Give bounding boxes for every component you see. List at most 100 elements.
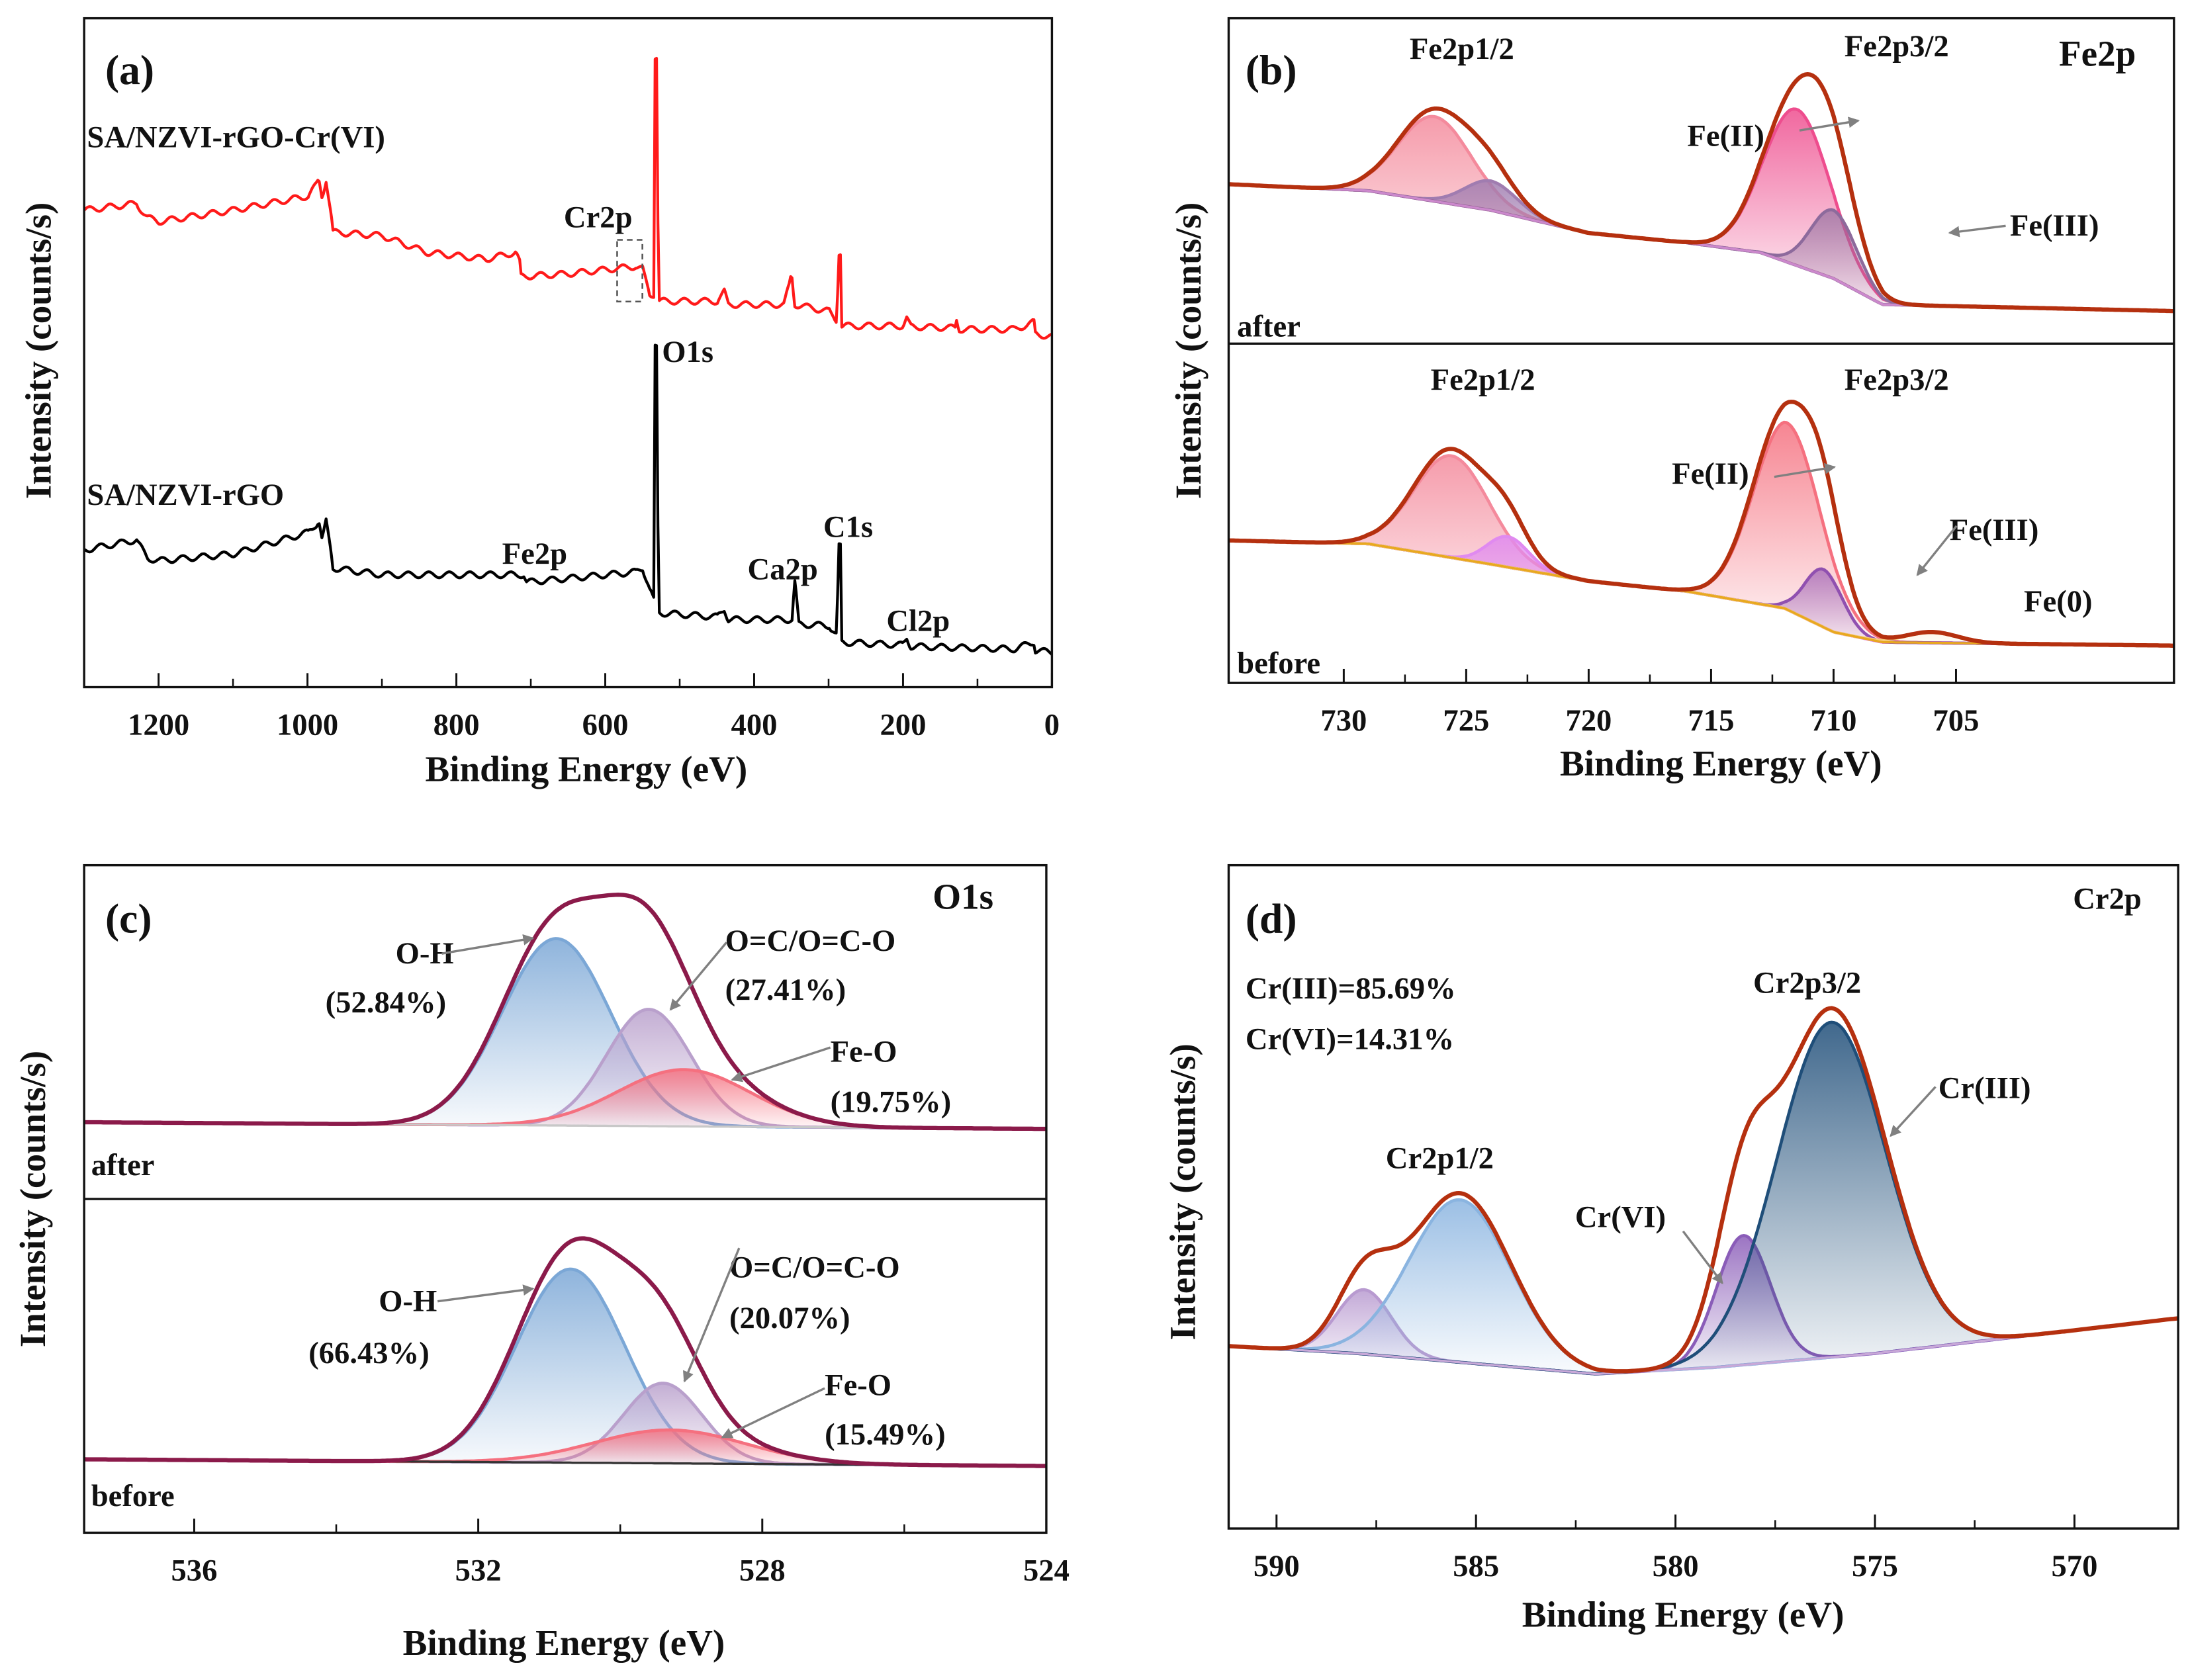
cr3-ratio: Cr(III)=85.69% bbox=[1246, 971, 1456, 1006]
before-oc-label: O=C/O=C-O bbox=[729, 1251, 900, 1285]
panel-c-label: (c) bbox=[105, 895, 152, 942]
cr6-ratio: Cr(VI)=14.31% bbox=[1246, 1022, 1454, 1056]
arrow-before-feo bbox=[721, 1387, 825, 1438]
before-feo-percent: (15.49%) bbox=[825, 1417, 946, 1452]
x-tick-label: 705 bbox=[1933, 703, 1980, 738]
panel-c-y-label: Intensity (counts/s) bbox=[13, 1051, 53, 1347]
x-tick-label: 585 bbox=[1453, 1549, 1499, 1583]
after-oc-label: O=C/O=C-O bbox=[725, 924, 896, 958]
panel-b-plot bbox=[1228, 72, 2174, 648]
cr2p32-label: Cr2p3/2 bbox=[1753, 965, 1861, 1000]
panel-a-label: (a) bbox=[105, 46, 154, 93]
x-tick-label: 528 bbox=[739, 1553, 786, 1587]
series-label-pristine: SA/NZVI-rGO bbox=[87, 478, 284, 512]
x-tick-label: 1000 bbox=[277, 708, 338, 742]
before-oh-label: O-H bbox=[379, 1284, 437, 1319]
panel-b-frame bbox=[1227, 17, 2175, 684]
after-oh-percent: (52.84%) bbox=[326, 985, 447, 1020]
component-fill-cr-iii-2p1-2 bbox=[1228, 1200, 2179, 1374]
x-tick-label: 580 bbox=[1653, 1549, 1699, 1583]
after-fe2p32-label: Fe2p3/2 bbox=[1845, 29, 1949, 64]
arrow-cr3 bbox=[1890, 1086, 1937, 1137]
before-oh-percent: (66.43%) bbox=[308, 1336, 430, 1370]
x-tick-label: 715 bbox=[1688, 703, 1734, 738]
x-tick-label: 710 bbox=[1810, 703, 1856, 738]
panel-a-frame bbox=[83, 17, 1054, 689]
after-fe2p12-label: Fe2p1/2 bbox=[1410, 32, 1514, 66]
x-tick-label: 400 bbox=[731, 708, 778, 742]
before-fe3-label: Fe(III) bbox=[1950, 513, 2039, 547]
cr3-label: Cr(III) bbox=[1938, 1071, 2031, 1105]
arrow-after-oh bbox=[441, 934, 535, 955]
x-tick-label: 524 bbox=[1023, 1553, 1070, 1587]
panel-a: 1200 1000 800 600 400 200 0 (a) SA/NZVI-rGO-Cr… bbox=[18, 17, 1060, 789]
panel-d-x-ticks: 590 585 580 575 570 bbox=[1254, 1514, 2097, 1583]
peak-label-o1s: O1s bbox=[662, 335, 713, 369]
arrow-after-fe2 bbox=[1799, 116, 1860, 132]
envelope-line-after bbox=[84, 892, 1046, 1131]
panel-b-label: (b) bbox=[1246, 46, 1297, 93]
panel-d-x-label: Binding Energy (eV) bbox=[1522, 1594, 1845, 1634]
arrow-before-fe2 bbox=[1774, 463, 1837, 478]
x-tick-label: 600 bbox=[582, 708, 629, 742]
panel-d-label: (d) bbox=[1246, 895, 1297, 942]
cr2p12-label: Cr2p1/2 bbox=[1386, 1141, 1494, 1175]
panel-b-y-label: Intensity (counts/s) bbox=[1168, 202, 1208, 499]
after-label: after bbox=[91, 1148, 155, 1182]
x-tick-label: 725 bbox=[1443, 703, 1489, 738]
after-oc-percent: (27.41%) bbox=[725, 973, 846, 1007]
after-fe3-label: Fe(III) bbox=[2010, 208, 2099, 243]
x-tick-label: 590 bbox=[1254, 1549, 1300, 1583]
x-tick-label: 536 bbox=[171, 1553, 217, 1587]
panel-d-title: Cr2p bbox=[2073, 881, 2142, 916]
panel-a-y-label: Intensity (counts/s) bbox=[18, 202, 58, 499]
panel-c-plot bbox=[83, 892, 1046, 1468]
panel-d-frame bbox=[1227, 863, 2179, 1530]
peak-label-fe2p: Fe2p bbox=[502, 537, 567, 571]
component-line-fe-iii-2p3-2 bbox=[1228, 183, 2174, 313]
series-line-sa-nzvi-rgo-crvi bbox=[83, 56, 1053, 340]
panel-c: 536 532 528 524 (c) O1s O-H (52.84%) O=C/O=… bbox=[13, 863, 1070, 1663]
x-tick-label: 720 bbox=[1565, 703, 1612, 738]
before-label: before bbox=[1237, 646, 1320, 680]
arrow-before-oh bbox=[437, 1284, 535, 1303]
envelope-line bbox=[1228, 1006, 2179, 1374]
component-fill-fe-o bbox=[84, 1069, 1046, 1129]
arrow-before-oc bbox=[682, 1247, 741, 1383]
envelope-line-before bbox=[83, 1236, 1046, 1468]
arrow-after-fe3 bbox=[1948, 224, 2006, 238]
panel-a-x-label: Binding Energy (eV) bbox=[425, 748, 747, 789]
component-fill-o-h bbox=[84, 1268, 1046, 1466]
x-tick-label: 575 bbox=[1852, 1549, 1898, 1583]
component-fill-o-h bbox=[84, 938, 1046, 1129]
before-oc-percent: (20.07%) bbox=[729, 1301, 850, 1335]
component-fill-fe-iii-2p3-2 bbox=[1228, 184, 2174, 312]
component-fill-fe-ii-2p1-2 bbox=[1228, 455, 2174, 646]
after-feo-label: Fe-O bbox=[831, 1034, 897, 1069]
x-tick-label: 730 bbox=[1320, 703, 1367, 738]
before-feo-label: Fe-O bbox=[825, 1368, 891, 1403]
x-tick-label: 200 bbox=[880, 708, 926, 742]
before-label: before bbox=[91, 1479, 175, 1513]
x-tick-label: 570 bbox=[2051, 1549, 2097, 1583]
panel-a-plot bbox=[83, 56, 1053, 656]
before-fe0-label: Fe(0) bbox=[2024, 584, 2093, 619]
peak-label-c1s: C1s bbox=[823, 510, 873, 545]
before-fe2-label: Fe(II) bbox=[1672, 457, 1749, 491]
envelope-line-after bbox=[1228, 72, 2174, 314]
panel-b-title: Fe2p bbox=[2059, 34, 2136, 74]
panel-c-title: O1s bbox=[933, 876, 993, 916]
panel-b: 730 725 720 715 710 705 (b) Fe2p1/2 Fe2p3/2 F… bbox=[1168, 17, 2175, 783]
cr6-label: Cr(VI) bbox=[1575, 1200, 1666, 1234]
before-fe2p12-label: Fe2p1/2 bbox=[1431, 363, 1535, 397]
x-tick-label: 0 bbox=[1044, 708, 1060, 742]
series-line-sa-nzvi-rgo bbox=[83, 343, 1053, 656]
component-fill-fe-o bbox=[84, 1430, 1046, 1466]
component-fill-fe-ii-2p1-2 bbox=[1228, 116, 2174, 312]
after-feo-percent: (19.75%) bbox=[831, 1085, 952, 1120]
peak-label-ca2p: Ca2p bbox=[748, 552, 818, 586]
before-fe2p32-label: Fe2p3/2 bbox=[1845, 363, 1949, 397]
x-tick-label: 800 bbox=[433, 708, 480, 742]
cr2p-dashed-box bbox=[616, 239, 643, 302]
